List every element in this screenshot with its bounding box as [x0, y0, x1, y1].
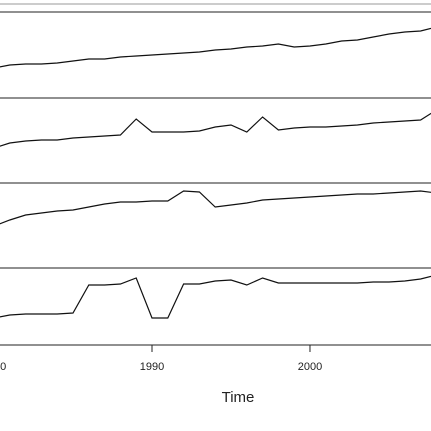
series-line — [0, 275, 431, 319]
panel-frame — [0, 182, 431, 269]
plot-area: 1980 1990 2000 Time — [0, 11, 431, 406]
panel-frame — [0, 267, 431, 346]
series-line — [0, 27, 431, 68]
x-axis-label: Time — [222, 389, 255, 406]
panel-frame — [0, 11, 431, 99]
x-tick-label: 1990 — [140, 361, 164, 373]
series-line — [0, 190, 431, 225]
x-tick-label: 2000 — [298, 361, 322, 373]
x-tick-label: 1980 — [0, 361, 6, 373]
panel-frame — [0, 97, 431, 184]
series-line — [0, 112, 431, 147]
